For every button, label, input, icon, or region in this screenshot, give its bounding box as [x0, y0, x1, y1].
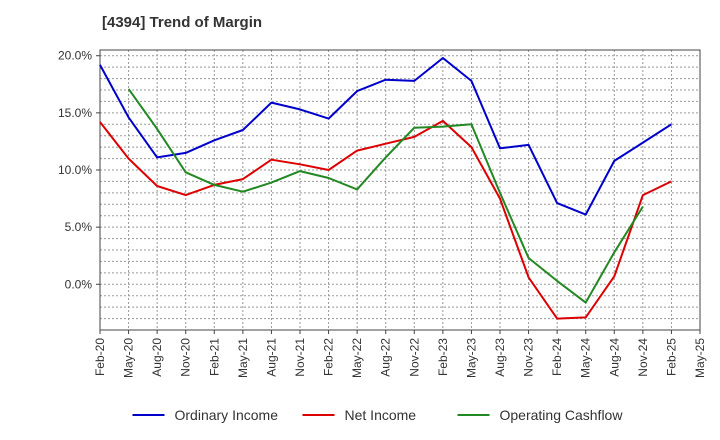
series-line-ordinary-income — [99, 57, 672, 216]
x-tick-label: May-21 — [236, 338, 250, 378]
series-line-operating-cashflow — [127, 88, 644, 304]
x-tick-label: Feb-22 — [322, 338, 336, 376]
y-tick-label: 5.0% — [65, 220, 93, 234]
x-tick-label: May-23 — [464, 338, 478, 378]
x-tick-label: Feb-21 — [207, 338, 221, 376]
legend-label: Operating Cashflow — [500, 407, 624, 423]
series-line-net-income — [99, 119, 672, 320]
x-tick-label: Feb-25 — [664, 338, 678, 376]
x-tick-label: Aug-20 — [150, 338, 164, 377]
x-tick-label: Nov-22 — [407, 338, 421, 377]
x-tick-label: Aug-21 — [264, 338, 278, 377]
x-tick-label: Nov-21 — [293, 338, 307, 377]
legend-label: Net Income — [345, 407, 417, 423]
chart-title: [4394] Trend of Margin — [102, 14, 263, 31]
x-tick-label: Aug-23 — [493, 338, 507, 377]
y-tick-label: 0.0% — [65, 277, 93, 291]
legend-label: Ordinary Income — [175, 407, 279, 423]
plot-area-border — [99, 49, 701, 331]
x-tick-label: May-25 — [693, 338, 707, 378]
x-tick-label: May-24 — [579, 338, 593, 378]
x-tick-label: Feb-20 — [93, 338, 107, 376]
x-tick-label: Feb-24 — [550, 338, 564, 376]
x-tick-label: Aug-22 — [379, 338, 393, 377]
x-tick-label: May-22 — [350, 338, 364, 378]
x-tick-label: Aug-24 — [607, 338, 621, 377]
y-tick-label: 10.0% — [58, 163, 92, 177]
y-tick-label: 15.0% — [58, 106, 92, 120]
x-tick-label: Feb-23 — [436, 338, 450, 376]
x-tick-label: Nov-20 — [179, 338, 193, 377]
x-tick-label: Nov-24 — [636, 338, 650, 377]
x-tick-label: Nov-23 — [522, 338, 536, 377]
y-tick-label: 20.0% — [58, 49, 92, 63]
x-tick-label: May-20 — [122, 338, 136, 378]
